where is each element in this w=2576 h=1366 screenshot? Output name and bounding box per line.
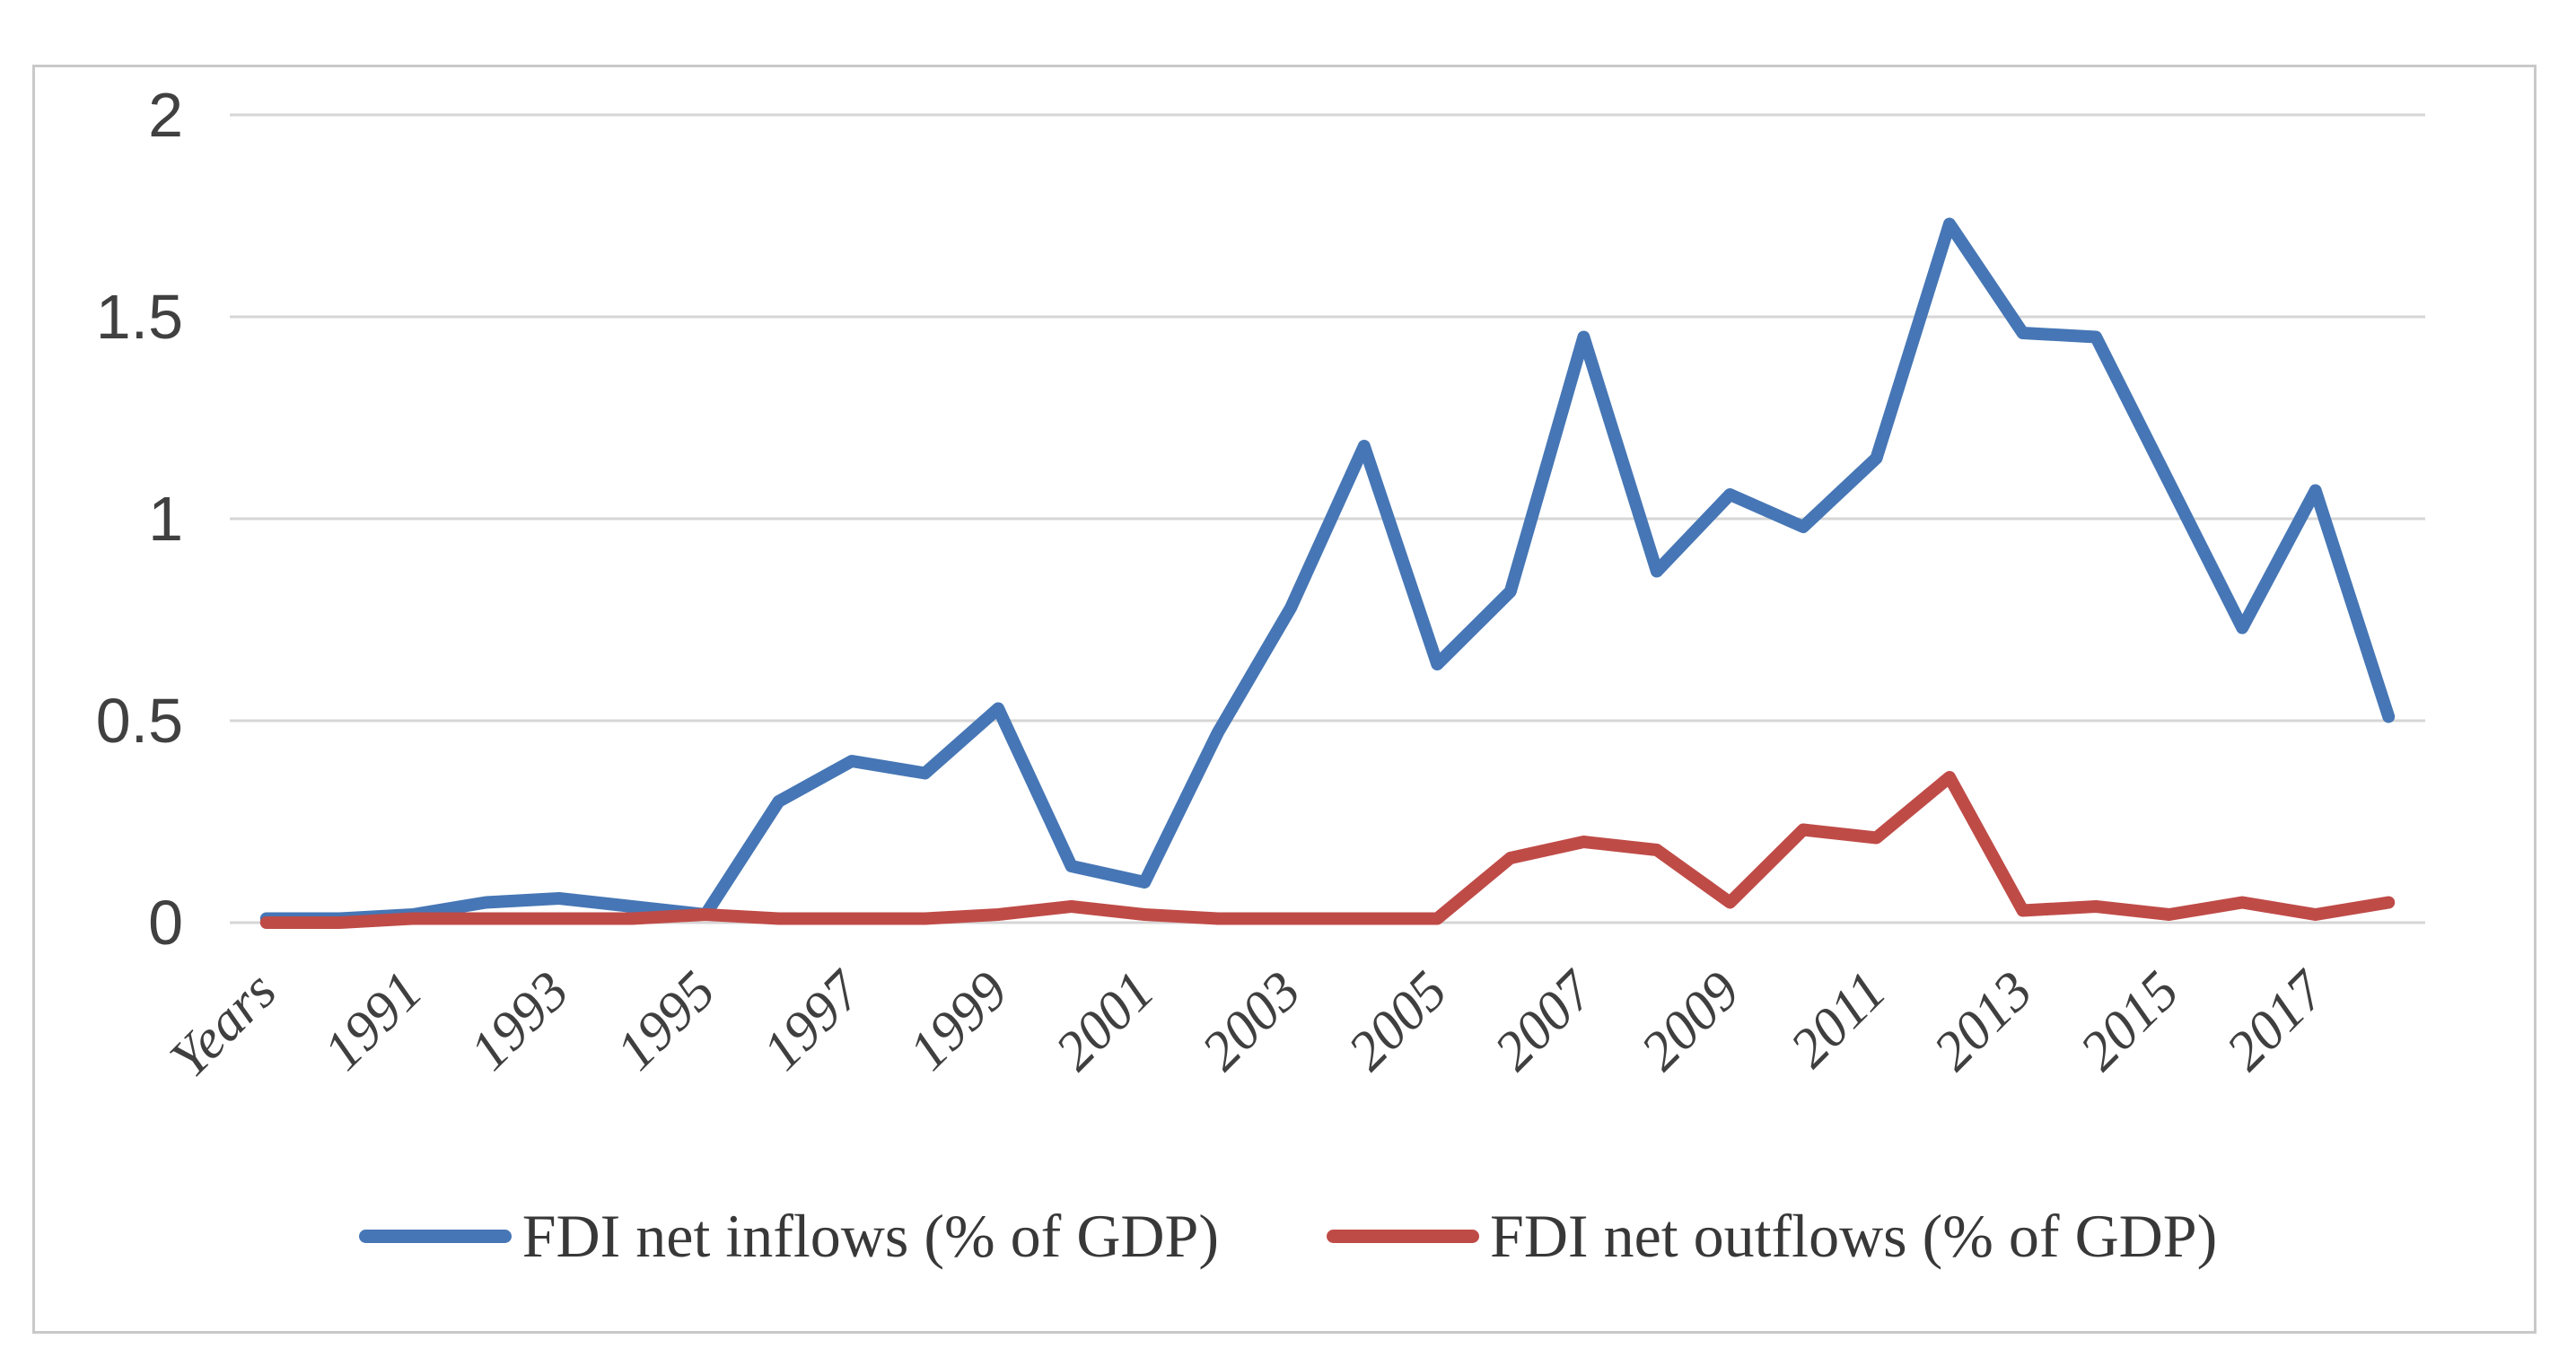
- series-line-outflows: [259, 771, 2396, 929]
- x-axis-tick-label: 1993: [459, 960, 581, 1082]
- chart-frame: [32, 65, 2537, 1334]
- legend: FDI net inflows (% of GDP) FDI net outfl…: [0, 1201, 2576, 1272]
- y-axis-tick-label: 0: [148, 888, 183, 958]
- legend-item-outflows: FDI net outflows (% of GDP): [1327, 1201, 2217, 1272]
- x-axis-tick-label: 2005: [1336, 960, 1459, 1082]
- x-axis-tick-label: 2013: [1923, 960, 2045, 1082]
- x-axis-tick-label: 2007: [1484, 959, 1608, 1082]
- y-axis-tick-label: 1: [148, 484, 183, 554]
- x-axis-tick-label: 1991: [312, 960, 434, 1082]
- series-line-inflows: [259, 217, 2396, 925]
- x-axis-tick-label: 2011: [1779, 960, 1898, 1080]
- x-axis-tick-label: 2015: [2069, 960, 2191, 1082]
- x-axis-tick-label: 1995: [605, 960, 727, 1082]
- y-axis-tick-label: 2: [148, 80, 183, 150]
- x-axis-tick-label: 1997: [751, 959, 875, 1082]
- y-axis-tick-label: 1.5: [96, 282, 183, 352]
- legend-swatch-outflows-icon: [1327, 1230, 1479, 1243]
- legend-label-outflows: FDI net outflows (% of GDP): [1490, 1202, 2218, 1270]
- x-axis-tick-label: 2001: [1044, 960, 1166, 1082]
- x-axis-tick-label: Years: [159, 960, 288, 1090]
- legend-swatch-inflows-icon: [358, 1230, 512, 1243]
- x-axis-tick-label: 2003: [1190, 960, 1312, 1082]
- y-axis-tick-label: 0.5: [96, 686, 183, 756]
- x-axis-tick-label: 2009: [1630, 960, 1752, 1082]
- x-axis-tick-label: 1999: [898, 960, 1020, 1082]
- legend-item-inflows: FDI net inflows (% of GDP): [358, 1201, 1219, 1272]
- x-axis-tick-label: 2017: [2215, 959, 2339, 1082]
- legend-label-inflows: FDI net inflows (% of GDP): [521, 1202, 1219, 1270]
